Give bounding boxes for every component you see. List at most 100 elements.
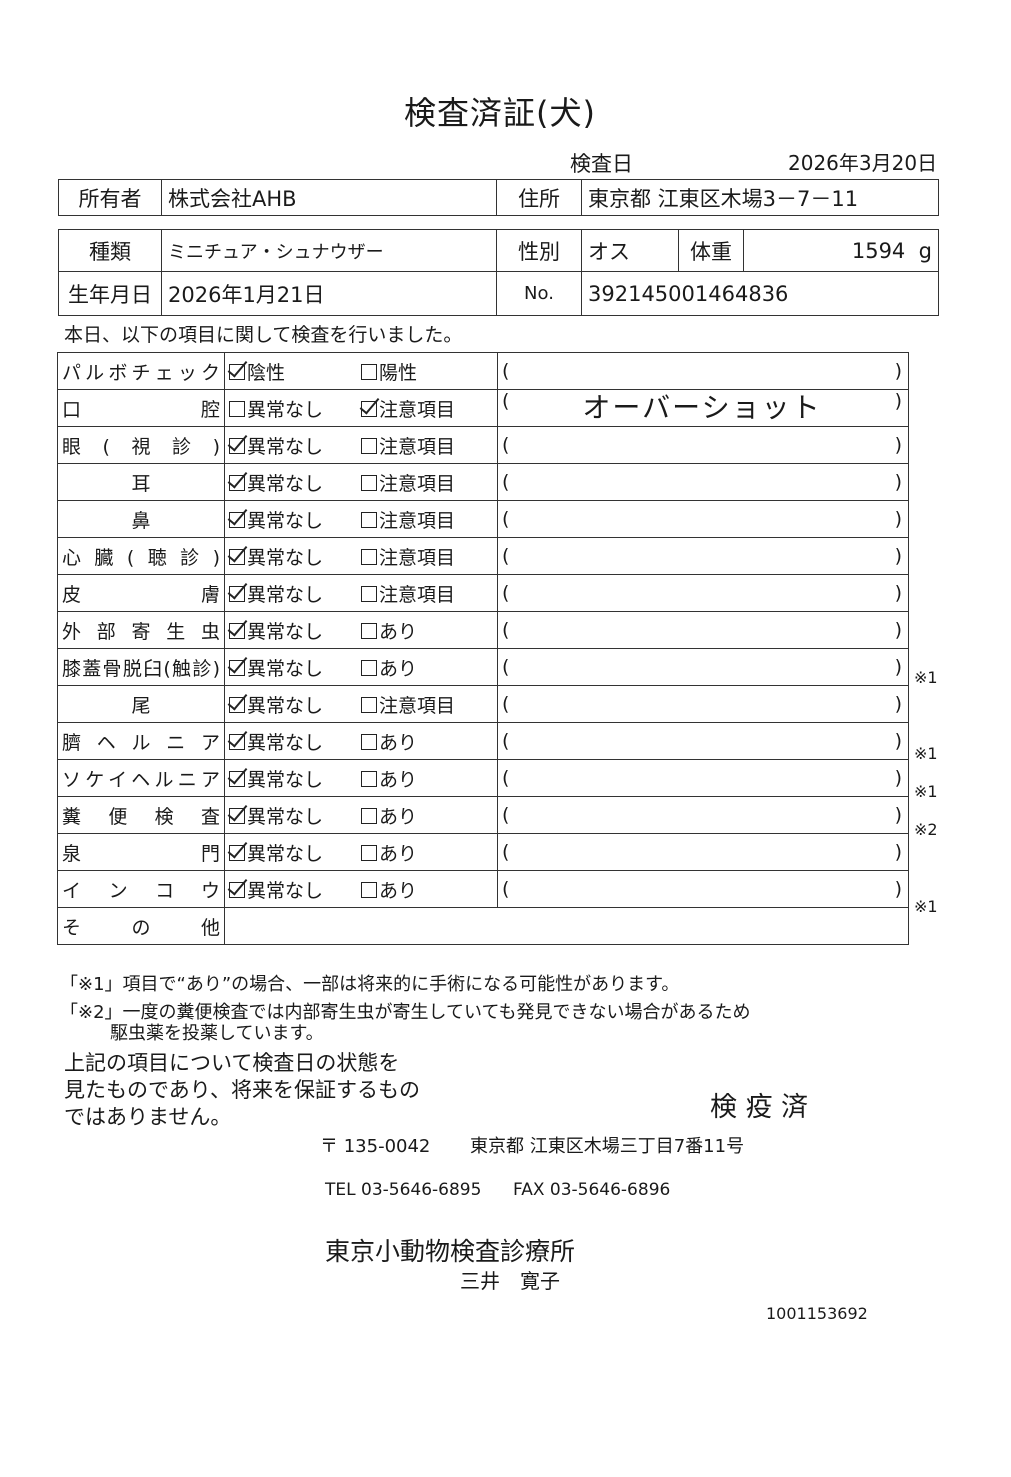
option-1[interactable]: 異常なし	[229, 876, 361, 903]
paren-close: )	[894, 656, 902, 678]
inspection-date-label: 検査日	[570, 152, 633, 176]
checkbox-icon[interactable]	[229, 474, 245, 491]
option-label: 異常なし	[247, 805, 324, 828]
paren-close: )	[894, 471, 902, 493]
checkbox-icon[interactable]	[361, 770, 377, 787]
checkbox-icon[interactable]	[361, 733, 377, 750]
option-2[interactable]: あり	[361, 839, 493, 866]
option-2[interactable]: 注意項目	[361, 432, 493, 459]
option-2[interactable]: あり	[361, 765, 493, 792]
option-2[interactable]: あり	[361, 654, 493, 681]
option-1[interactable]: 異常なし	[229, 728, 361, 755]
checkbox-icon[interactable]	[361, 659, 377, 676]
option-2[interactable]: 注意項目	[361, 506, 493, 533]
option-2[interactable]: 注意項目	[361, 543, 493, 570]
checkbox-icon[interactable]	[361, 585, 377, 602]
checkbox-icon[interactable]	[361, 622, 377, 639]
owner-value: 株式会社AHB	[161, 179, 497, 216]
option-1[interactable]: 異常なし	[229, 839, 361, 866]
checkbox-icon[interactable]	[361, 363, 377, 380]
option-2[interactable]: あり	[361, 876, 493, 903]
paren-open: (	[502, 545, 510, 567]
checkbox-icon[interactable]	[229, 696, 245, 713]
option-2[interactable]: あり	[361, 728, 493, 755]
option-1[interactable]: 異常なし	[229, 506, 361, 533]
checkbox-icon[interactable]	[229, 511, 245, 528]
option-1[interactable]: 異常なし	[229, 802, 361, 829]
option-1[interactable]: 異常なし	[229, 617, 361, 644]
option-1[interactable]: 異常なし	[229, 691, 361, 718]
checkbox-icon[interactable]	[229, 622, 245, 639]
option-2[interactable]: 注意項目	[361, 691, 493, 718]
checkbox-icon[interactable]	[229, 807, 245, 824]
checkbox-icon[interactable]	[361, 548, 377, 565]
option-2[interactable]: 注意項目	[361, 395, 493, 422]
item-label: 尾	[57, 685, 225, 723]
option-2[interactable]: あり	[361, 802, 493, 829]
item-label: 皮膚	[57, 574, 225, 612]
clinic-name: 東京小動物検査診療所	[325, 1237, 576, 1266]
checkbox-icon[interactable]	[361, 400, 377, 417]
checkbox-icon[interactable]	[361, 881, 377, 898]
option-label: 陰性	[247, 361, 286, 384]
weight-value: 1594	[851, 238, 906, 263]
owner-label: 所有者	[58, 179, 162, 216]
paren-open: (	[502, 434, 510, 456]
intro-text: 本日、以下の項目に関して検査を行いました。	[64, 324, 463, 346]
footnote-marker: ※1	[914, 667, 938, 687]
paren-open: (	[502, 390, 510, 412]
checkbox-icon[interactable]	[229, 548, 245, 565]
option-label: 注意項目	[379, 694, 456, 717]
checkbox-icon[interactable]	[229, 881, 245, 898]
checkbox-icon[interactable]	[361, 844, 377, 861]
no-label: No.	[496, 271, 582, 316]
weight-label: 体重	[678, 229, 744, 272]
checkbox-icon[interactable]	[229, 733, 245, 750]
option-1[interactable]: 異常なし	[229, 765, 361, 792]
inspection-row: 外部寄生虫 異常なし あり ()	[57, 611, 909, 649]
item-label: 心臓(聴診)	[57, 537, 225, 575]
item-label: パルボチェック	[57, 352, 225, 390]
option-label: 注意項目	[379, 583, 456, 606]
checkbox-icon[interactable]	[361, 437, 377, 454]
checkbox-icon[interactable]	[229, 659, 245, 676]
option-1[interactable]: 異常なし	[229, 654, 361, 681]
option-1[interactable]: 異常なし	[229, 469, 361, 496]
option-2[interactable]: あり	[361, 617, 493, 644]
footnote-marker: ※1	[914, 744, 938, 763]
option-1[interactable]: 異常なし	[229, 432, 361, 459]
checkbox-icon[interactable]	[229, 844, 245, 861]
option-1[interactable]: 陰性	[229, 358, 361, 385]
option-2[interactable]: 注意項目	[361, 580, 493, 607]
inspection-row: 泉門 異常なし あり ()	[57, 833, 909, 871]
checkbox-icon[interactable]	[361, 474, 377, 491]
disclaimer-line: 見たものであり、将来を保証するもの	[64, 1078, 420, 1102]
option-2[interactable]: 注意項目	[361, 469, 493, 496]
checkbox-icon[interactable]	[361, 511, 377, 528]
checkbox-icon[interactable]	[229, 585, 245, 602]
option-2[interactable]: 陽性	[361, 358, 493, 385]
option-label: 異常なし	[247, 398, 324, 421]
option-label: 注意項目	[379, 546, 456, 569]
inspection-row: 糞便検査 異常なし あり ()	[57, 796, 909, 834]
item-label: ソケイヘルニア	[57, 759, 225, 797]
paren-open: (	[502, 619, 510, 641]
inspection-items-table: パルボチェック 陰性 陽性() 口腔 異常なし 注意項目(オーバーショット) 眼(視診) 異常…	[57, 352, 909, 945]
checkbox-icon[interactable]	[361, 807, 377, 824]
checkbox-icon[interactable]	[229, 400, 245, 417]
item-label: 口腔	[57, 389, 225, 427]
inspection-row: 口腔 異常なし 注意項目 (オーバーショット)	[57, 389, 909, 427]
checkbox-icon[interactable]	[361, 696, 377, 713]
option-1[interactable]: 異常なし	[229, 580, 361, 607]
option-label: 異常なし	[247, 583, 324, 606]
checkbox-icon[interactable]	[229, 363, 245, 380]
checkbox-icon[interactable]	[229, 437, 245, 454]
animal-table: 種類 ミニチュア・シュナウザー 性別 オス 体重 1594 g 生年月日 202…	[58, 229, 939, 316]
disclaimer-line: ではありません。	[64, 1105, 232, 1129]
option-1[interactable]: 異常なし	[229, 395, 361, 422]
item-label: 鼻	[57, 500, 225, 538]
option-label: 異常なし	[247, 620, 324, 643]
checkbox-icon[interactable]	[229, 770, 245, 787]
other-value[interactable]	[224, 907, 909, 945]
option-1[interactable]: 異常なし	[229, 543, 361, 570]
